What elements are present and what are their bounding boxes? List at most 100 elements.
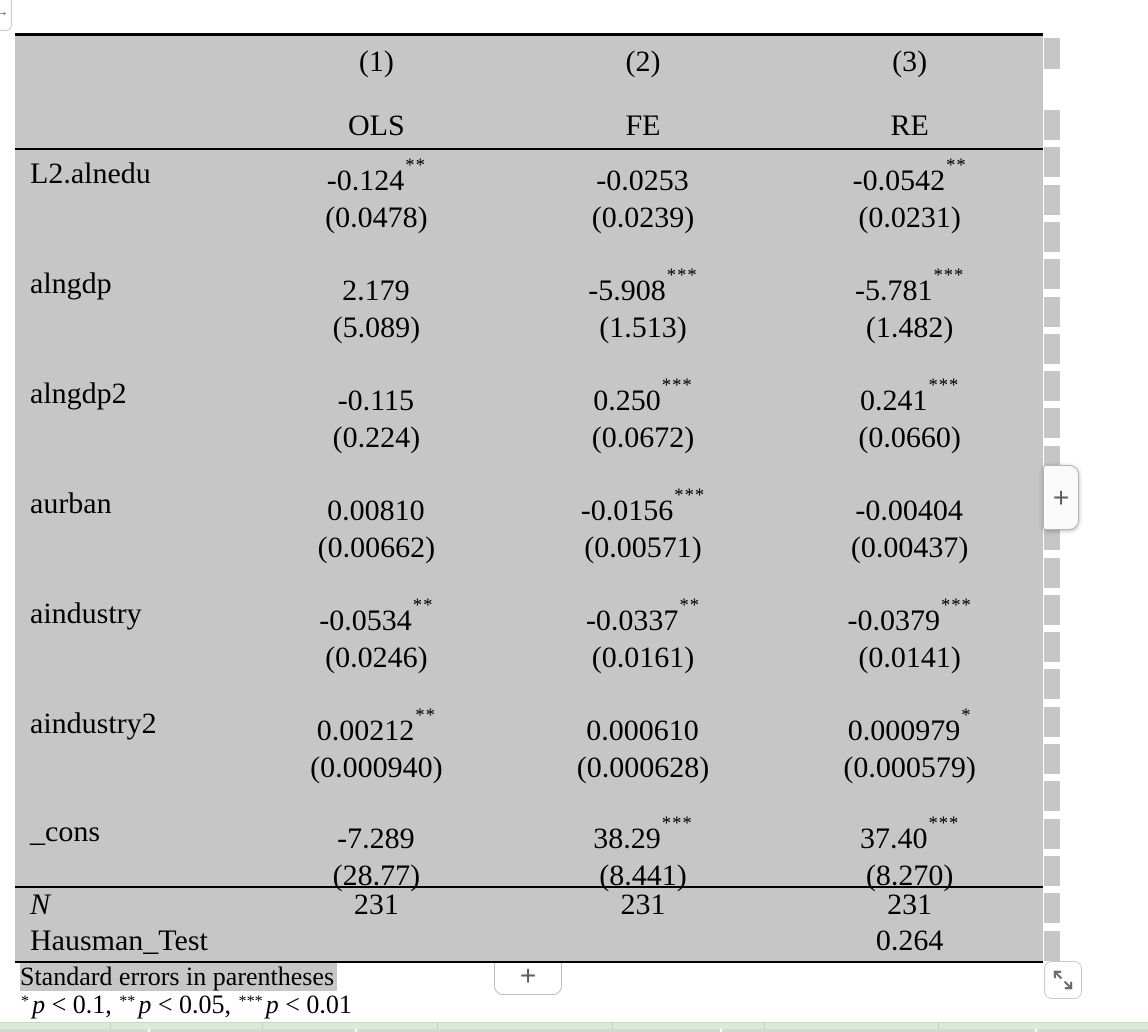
sig-stars: *** [238, 992, 263, 1010]
row-label: aindustry2 [30, 707, 157, 740]
sig-stars: ** [405, 154, 426, 176]
model-header: RE [890, 109, 929, 142]
table-row: alngdp 2.179 (5.089) -5.908*** (1.513) -5.781… [15, 260, 1043, 370]
table-row-handle[interactable] [1044, 558, 1060, 588]
row-label: aurban [30, 487, 112, 520]
table-header-numbers: (1) (2) (3) [15, 36, 1043, 109]
table-row-handle[interactable] [1044, 334, 1060, 364]
row-label: aindustry [30, 597, 142, 630]
coef-cell: -0.115 (0.224) [243, 375, 510, 480]
add-column-button[interactable]: + [1043, 465, 1079, 530]
sig-threshold: < 0.1, [45, 990, 119, 1019]
stat-value: 231 [620, 888, 666, 921]
sig-stars: *** [933, 264, 965, 286]
coef-cell: -0.0253 (0.0239) [510, 155, 777, 260]
stat-value: 231 [887, 888, 933, 921]
sig-stars: *** [940, 594, 972, 616]
coef-value: -0.0337 [585, 604, 679, 637]
table-row-handle[interactable] [1044, 147, 1060, 177]
coef-cell: -5.781*** (1.482) [776, 265, 1043, 370]
std-error: (0.0231) [858, 201, 961, 234]
coef-value: -0.0156 [580, 494, 674, 527]
table-row: L2.alnedu -0.124** (0.0478) -0.0253 (0.0239)… [15, 150, 1043, 260]
table-row-handle[interactable] [1044, 781, 1060, 811]
coef-cell: 0.000610 (0.000628) [510, 705, 777, 810]
sig-stars: * [21, 992, 30, 1010]
table-row-handle[interactable] [1044, 38, 1060, 69]
coefficient-rows: L2.alnedu -0.124** (0.0478) -0.0253 (0.0239)… [15, 150, 1043, 892]
std-error: (0.224) [332, 421, 421, 454]
significance-note: * p < 0.1, ** p < 0.05, *** p < 0.01 [20, 991, 352, 1023]
sig-stars: ** [412, 594, 434, 616]
column-header: (3) [892, 45, 928, 78]
table-row-handle[interactable] [1044, 595, 1060, 625]
model-header: OLS [347, 109, 405, 142]
coef-value: -0.00404 [855, 494, 963, 527]
std-error: (0.0660) [858, 421, 961, 454]
column-header: (1) [358, 45, 394, 78]
std-error: (0.00662) [317, 531, 436, 564]
coef-cell: -0.0379*** (0.0141) [776, 595, 1043, 700]
row-label: alngdp2 [30, 377, 127, 410]
coef-cell: 38.29*** (8.441) [510, 813, 777, 894]
coef-value: 0.00212 [316, 714, 415, 747]
std-error: (0.0239) [591, 201, 695, 234]
nav-next-button[interactable]: → [0, 0, 12, 31]
sig-stars: * [961, 704, 972, 726]
table-row-handle[interactable] [1044, 632, 1060, 662]
table-row: _cons -7.289 (28.77) 38.29*** (8.441) 37.40**… [15, 810, 1043, 892]
table-row-handle[interactable] [1044, 371, 1060, 401]
table-row-handle[interactable] [1044, 297, 1060, 327]
sig-stars: ** [679, 594, 701, 616]
table-row-handle[interactable] [1044, 185, 1060, 215]
std-error: (5.089) [332, 311, 421, 344]
table-row: aindustry2 0.00212** (0.000940) 0.000610 (0.… [15, 700, 1043, 810]
coef-value: -0.0253 [596, 164, 689, 197]
coef-cell: -0.0542** (0.0231) [776, 155, 1043, 260]
table-row-handle[interactable] [1044, 707, 1060, 737]
std-error: (0.0672) [591, 421, 695, 454]
coef-cell: 0.250*** (0.0672) [510, 375, 777, 480]
table-row-handle[interactable] [1044, 893, 1060, 923]
table-row-handle[interactable] [1044, 259, 1060, 289]
sig-stars: *** [674, 484, 706, 506]
expand-table-button[interactable] [1044, 961, 1082, 999]
coef-cell: -7.289 (28.77) [243, 813, 510, 894]
row-label: alngdp [30, 267, 112, 300]
table-row-handle[interactable] [1044, 819, 1060, 849]
table-stat-row: Hausman_Test 0.264 [15, 924, 1043, 959]
coef-cell: -0.0534** (0.0246) [243, 595, 510, 700]
coef-cell: 0.00810 (0.00662) [243, 485, 510, 590]
coef-value: -0.0534 [319, 604, 412, 637]
std-error: (8.441) [599, 859, 687, 892]
table-row-handle[interactable] [1044, 856, 1060, 886]
coef-value: -5.908 [588, 274, 666, 307]
coef-cell: 2.179 (5.089) [243, 265, 510, 370]
coef-value: 37.40 [859, 822, 928, 855]
model-header: FE [625, 109, 661, 142]
stat-value [243, 924, 510, 959]
sig-stars: *** [928, 374, 960, 396]
stat-value [510, 924, 777, 959]
coef-value: -5.781 [854, 274, 933, 307]
std-error: (0.0141) [858, 641, 961, 674]
std-error: (0.0246) [325, 641, 428, 674]
sig-stars: *** [666, 264, 698, 286]
table-row-handle[interactable] [1044, 931, 1060, 961]
regression-table: (1) (2) (3) OLS FE RE L2.alnedu -0.124**(… [15, 33, 1043, 963]
std-error: (0.000579) [843, 751, 976, 784]
coef-value: -7.289 [337, 822, 415, 855]
sig-stars: *** [928, 812, 960, 834]
table-row-handle[interactable] [1044, 744, 1060, 774]
table-row-handle[interactable] [1044, 669, 1060, 699]
table-row-handle[interactable] [1044, 222, 1060, 252]
coef-value: 38.29 [593, 822, 661, 855]
table-row-handle[interactable] [1044, 408, 1060, 438]
stat-value: 0.264 [875, 924, 944, 957]
row-label: L2.alnedu [30, 157, 151, 190]
coef-value: 0.000610 [586, 714, 699, 747]
table-row-handle[interactable] [1044, 110, 1060, 140]
sig-stars: *** [661, 812, 693, 834]
coef-value: -0.115 [337, 384, 415, 417]
sig-stars: ** [946, 154, 967, 176]
